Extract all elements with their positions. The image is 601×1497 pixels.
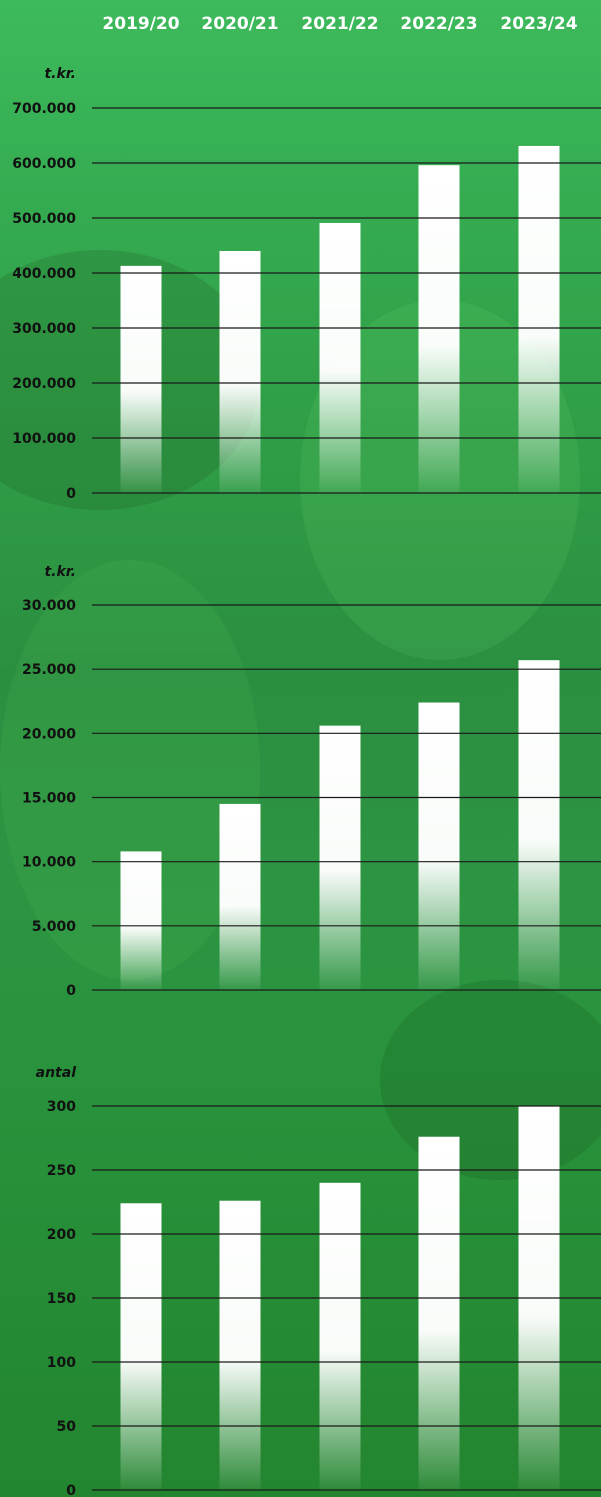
- bar-2023-24: [518, 145, 560, 493]
- y-tick-label: 0: [66, 983, 76, 999]
- year-label: 2022/23: [400, 14, 477, 34]
- bar-2022-23: [418, 1136, 460, 1490]
- y-tick-label: 700.000: [12, 101, 76, 117]
- y-tick-label: 0: [66, 486, 76, 502]
- year-label: 2023/24: [500, 14, 577, 34]
- y-tick-label: 200.000: [12, 376, 76, 392]
- y-tick-label: 20.000: [22, 726, 76, 742]
- bar-2021-22: [319, 222, 361, 493]
- year-label: 2021/22: [301, 14, 378, 34]
- bar-2019-20: [120, 265, 162, 493]
- bar-2021-22: [319, 1182, 361, 1490]
- y-tick-label: 150: [47, 1291, 76, 1307]
- bar-2019-20: [120, 1203, 162, 1490]
- y-tick-label: 300.000: [12, 321, 76, 337]
- y-tick-label: 500.000: [12, 211, 76, 227]
- y-tick-label: 10.000: [22, 855, 76, 871]
- bar-2022-23: [418, 702, 460, 990]
- unit-label: t.kr.: [44, 66, 76, 82]
- y-tick-label: 25.000: [22, 662, 76, 678]
- result-chart: t.kr. 0 5.000 10.000 15.000 20.000 25.000 30.00…: [22, 564, 601, 999]
- employees-chart: antal 0 50 100 150 200 250 300: [36, 1065, 601, 1497]
- y-tick-label: 30.000: [22, 598, 76, 614]
- y-tick-label: 250: [47, 1163, 76, 1179]
- bar-2019-20: [120, 851, 162, 990]
- y-tick-label: 15.000: [22, 791, 76, 807]
- revenue-chart: t.kr. 0 100.000 200.000 300.000 400.000 500.00…: [12, 66, 601, 502]
- y-tick-label: 400.000: [12, 266, 76, 282]
- bar-2020-21: [219, 251, 261, 493]
- year-header: 2019/20 2020/21 2021/22 2022/23 2023/24: [102, 14, 577, 34]
- y-tick-label: 0: [66, 1483, 76, 1497]
- y-tick-label: 50: [57, 1419, 77, 1435]
- y-tick-label: 100.000: [12, 431, 76, 447]
- bar-2022-23: [418, 165, 460, 493]
- y-tick-label: 200: [47, 1227, 76, 1243]
- year-label: 2019/20: [102, 14, 179, 34]
- bar-2020-21: [219, 1200, 261, 1490]
- y-tick-label: 5.000: [32, 919, 77, 935]
- bar-2023-24: [518, 660, 560, 990]
- bar-2021-22: [319, 725, 361, 990]
- y-tick-label: 600.000: [12, 156, 76, 172]
- y-tick-label: 300: [47, 1099, 76, 1115]
- year-label: 2020/21: [201, 14, 278, 34]
- unit-label: antal: [36, 1065, 77, 1081]
- y-tick-label: 100: [47, 1355, 76, 1371]
- unit-label: t.kr.: [44, 564, 76, 580]
- bar-2020-21: [219, 803, 261, 990]
